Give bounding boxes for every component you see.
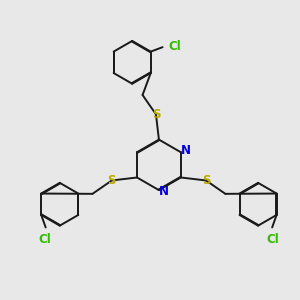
Text: N: N xyxy=(181,144,191,157)
Text: S: S xyxy=(107,174,116,187)
Text: S: S xyxy=(202,174,210,187)
Text: N: N xyxy=(159,185,169,198)
Text: Cl: Cl xyxy=(266,233,279,246)
Text: Cl: Cl xyxy=(168,40,181,53)
Text: Cl: Cl xyxy=(39,233,52,246)
Text: S: S xyxy=(152,108,160,121)
